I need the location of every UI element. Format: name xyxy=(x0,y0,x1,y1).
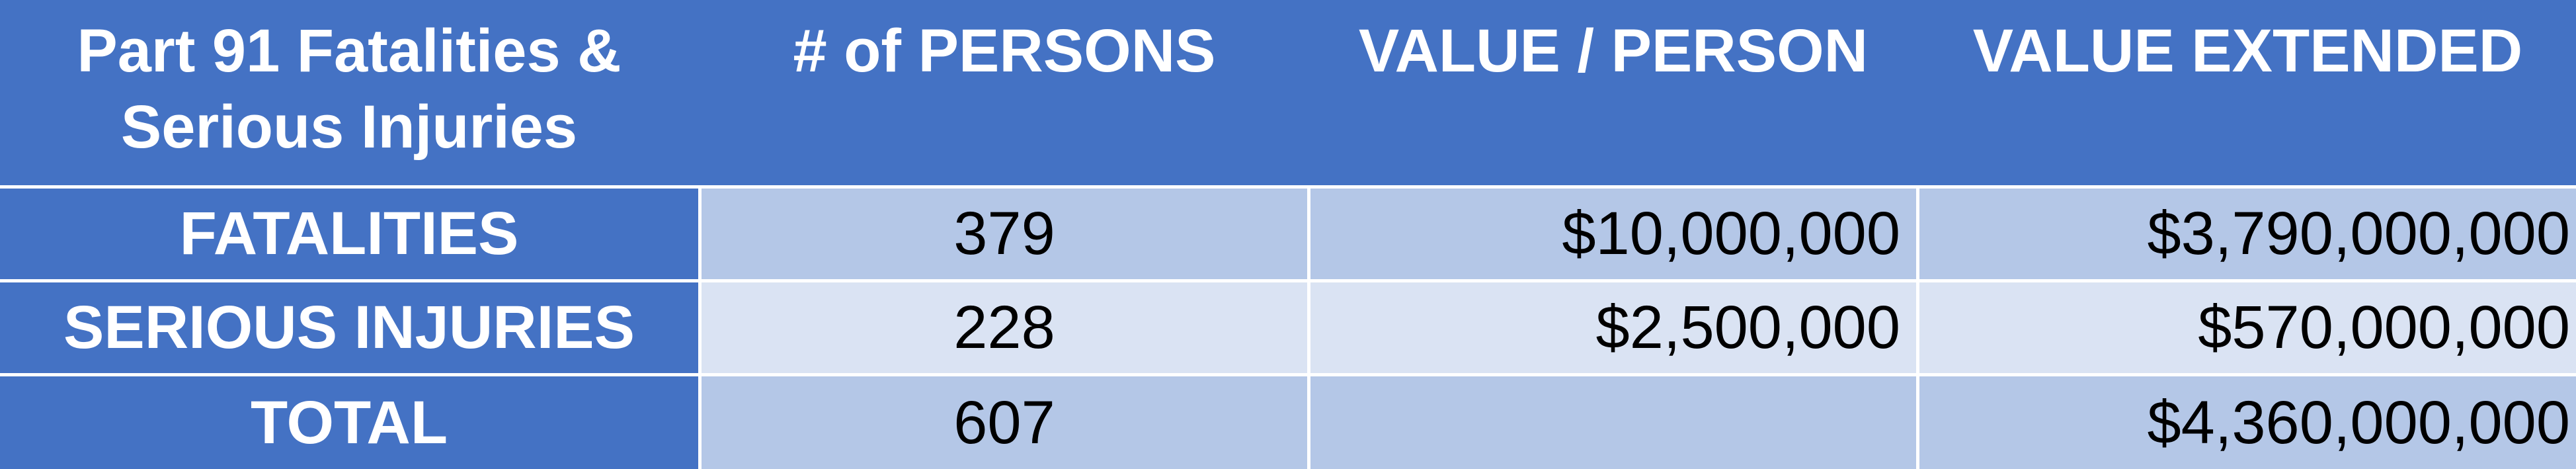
header-value-extended: VALUE EXTENDED xyxy=(1972,17,2523,85)
header-col1-line2: Serious Injuries xyxy=(120,93,578,161)
table-row-total: TOTAL 607 $4,360,000,000 xyxy=(0,376,2576,469)
header-value-per-person: VALUE / PERSON xyxy=(1358,17,1869,85)
cell-value-extended-total: $4,360,000,000 xyxy=(1919,376,2576,469)
cell-persons-serious-injuries: 228 xyxy=(702,282,1307,373)
cell-value-extended-serious-injuries: $570,000,000 xyxy=(1919,282,2576,373)
table-header-row: Part 91 Fatalities & Serious Injuries # … xyxy=(0,0,2576,185)
cell-value-per-person-fatalities: $10,000,000 xyxy=(1310,189,1916,279)
header-num-persons: # of PERSONS xyxy=(793,17,1216,85)
cell-value-extended-fatalities: $3,790,000,000 xyxy=(1919,189,2576,279)
cell-value-per-person-total xyxy=(1310,376,1916,469)
header-col1-line1: Part 91 Fatalities & xyxy=(77,17,622,85)
table-row-fatalities: FATALITIES 379 $10,000,000 $3,790,000,00… xyxy=(0,189,2576,279)
cell-persons-total: 607 xyxy=(702,376,1307,469)
cell-persons-fatalities: 379 xyxy=(702,189,1307,279)
row-label-fatalities: FATALITIES xyxy=(0,189,698,279)
table-row-serious-injuries: SERIOUS INJURIES 228 $2,500,000 $570,000… xyxy=(0,282,2576,373)
row-label-total: TOTAL xyxy=(0,376,698,469)
cell-value-per-person-serious-injuries: $2,500,000 xyxy=(1310,282,1916,373)
row-label-serious-injuries: SERIOUS INJURIES xyxy=(0,282,698,373)
header-part91-fatalities-injuries: Part 91 Fatalities & Serious Injuries xyxy=(0,0,698,185)
